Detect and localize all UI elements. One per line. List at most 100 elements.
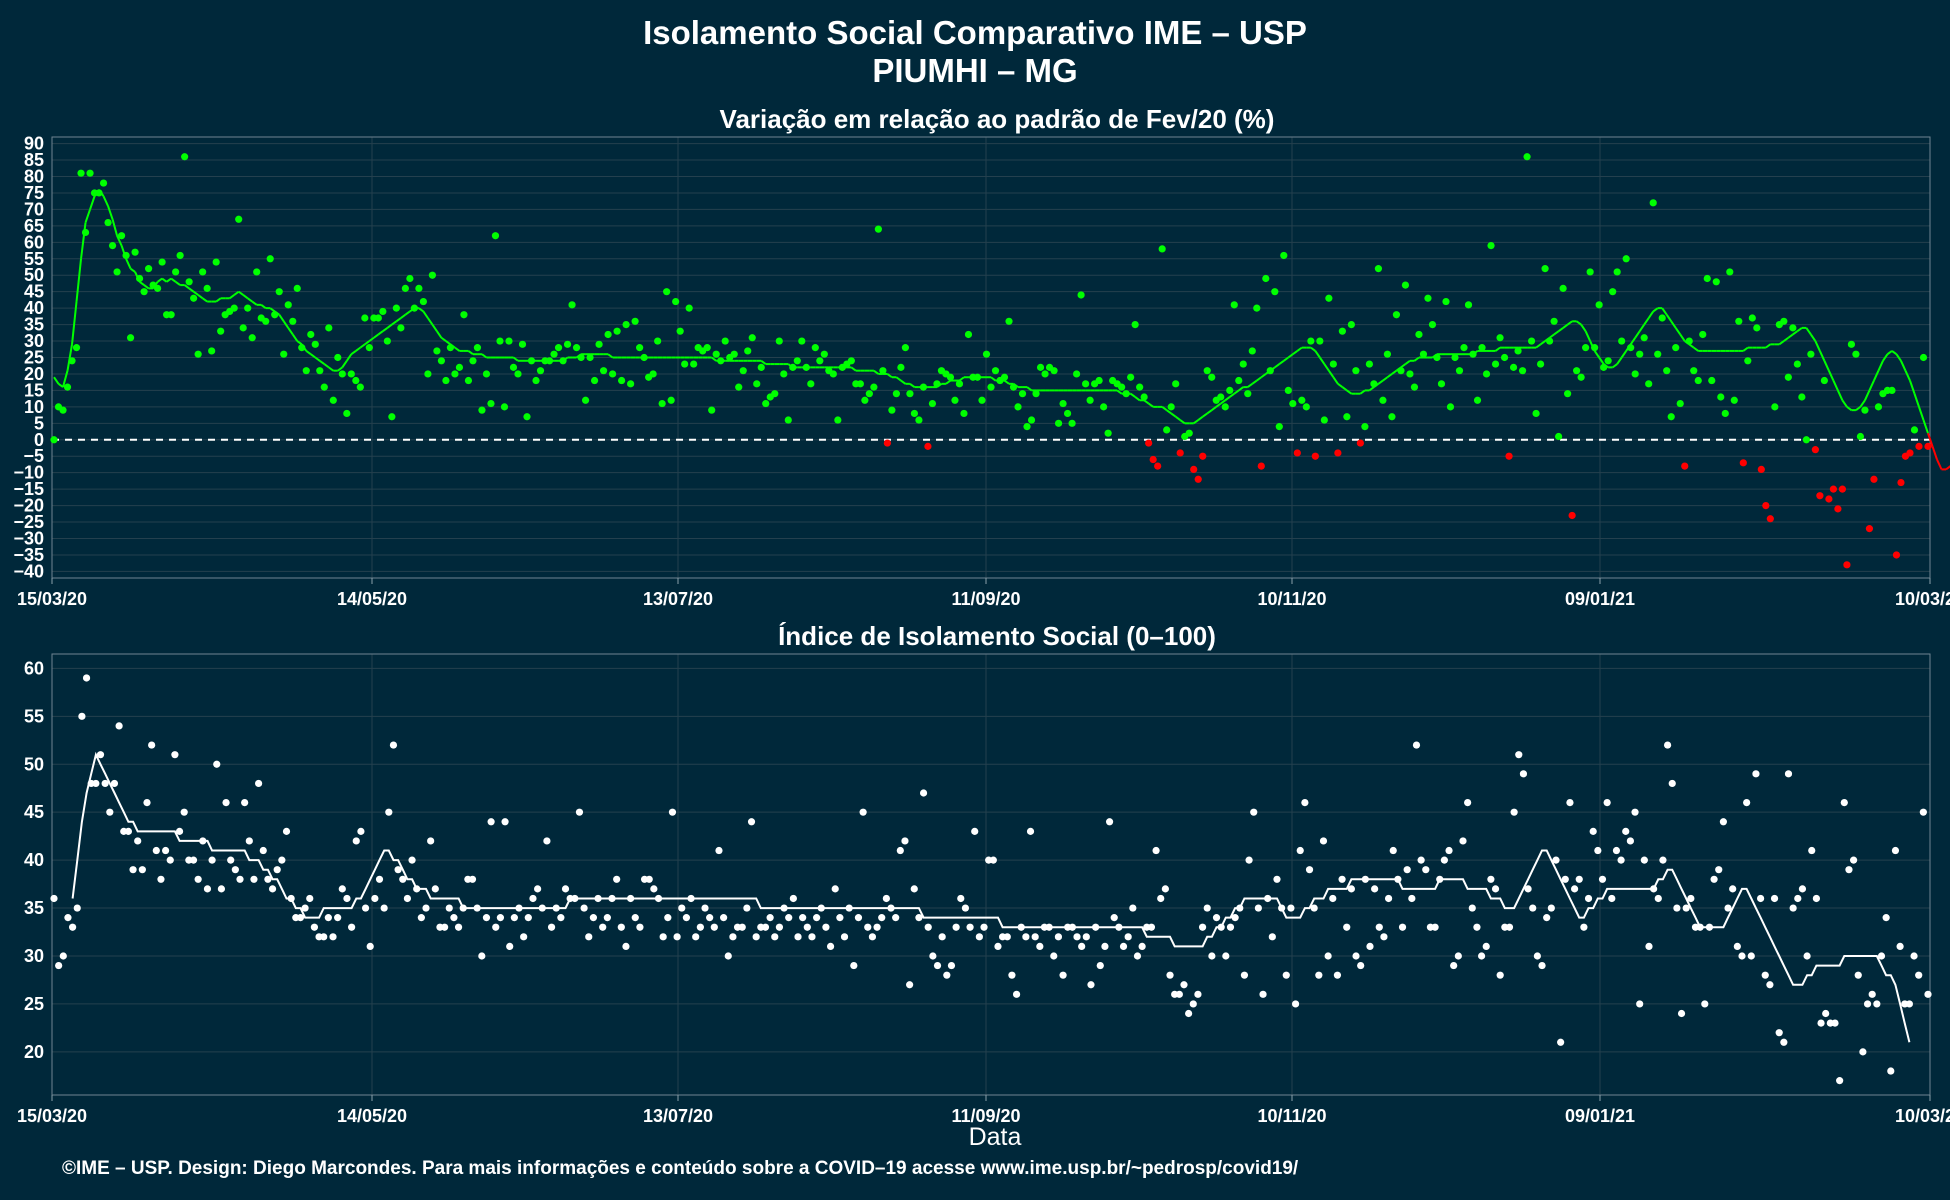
index-panel-title: Índice de Isolamento Social (0–100) xyxy=(778,621,1216,651)
data-point xyxy=(394,866,402,874)
data-point xyxy=(595,340,603,348)
moving-average-segment xyxy=(895,376,902,382)
moving-average-segment xyxy=(1377,379,1384,385)
moving-average-segment xyxy=(1215,402,1222,408)
data-point xyxy=(915,416,923,424)
data-point xyxy=(298,344,306,352)
data-point xyxy=(419,297,427,306)
data-point xyxy=(496,914,505,922)
data-point xyxy=(1482,942,1490,951)
y-tick-label: 20 xyxy=(24,364,44,384)
data-point xyxy=(175,827,184,835)
data-point xyxy=(1329,360,1337,368)
data-point xyxy=(529,894,537,903)
moving-average-segment xyxy=(53,376,60,385)
data-point xyxy=(357,827,365,835)
y-tick-label: 30 xyxy=(24,946,44,966)
data-point xyxy=(631,317,639,325)
data-point xyxy=(961,904,970,912)
moving-average-segment xyxy=(1256,376,1262,382)
data-point xyxy=(1271,288,1279,296)
moving-average-segment xyxy=(1238,386,1244,392)
data-point xyxy=(861,396,869,404)
data-point xyxy=(1231,914,1239,922)
data-point xyxy=(946,373,955,381)
data-point xyxy=(1310,904,1318,912)
data-point xyxy=(194,350,202,358)
data-point xyxy=(399,875,407,883)
moving-average-segment xyxy=(157,277,163,283)
moving-average-segment xyxy=(1827,370,1835,381)
data-point xyxy=(1608,894,1616,903)
data-point xyxy=(757,363,765,371)
data-point xyxy=(1626,837,1634,845)
data-point xyxy=(325,324,333,332)
data-point xyxy=(690,360,698,368)
data-point xyxy=(1419,350,1428,358)
data-point xyxy=(1538,961,1546,970)
data-point xyxy=(1161,885,1169,893)
data-point xyxy=(561,885,570,893)
data-point xyxy=(1257,462,1265,470)
data-point xyxy=(1712,278,1720,286)
data-point xyxy=(1078,942,1086,951)
moving-average-segment xyxy=(1368,386,1375,392)
data-point xyxy=(879,367,887,375)
moving-average-segment xyxy=(1148,402,1154,408)
data-point xyxy=(172,268,180,276)
data-point xyxy=(589,914,598,922)
data-point xyxy=(1843,561,1851,569)
data-point xyxy=(1694,376,1702,385)
data-point xyxy=(1491,360,1500,368)
moving-average-segment xyxy=(1535,343,1542,349)
data-point xyxy=(1347,885,1355,893)
data-point xyxy=(1175,990,1183,998)
data-point xyxy=(586,353,594,362)
data-point xyxy=(282,827,291,835)
data-point xyxy=(658,399,666,408)
data-point xyxy=(135,274,144,283)
moving-average-segment xyxy=(1400,363,1407,369)
data-point xyxy=(789,894,797,903)
y-tick-label: −30 xyxy=(13,529,44,549)
moving-average-segment xyxy=(1818,350,1826,362)
data-point xyxy=(108,242,117,250)
y-tick-label: 35 xyxy=(24,898,44,918)
data-point xyxy=(775,923,784,931)
data-point xyxy=(780,370,788,378)
moving-average-segment xyxy=(958,376,965,382)
data-point xyxy=(960,409,968,418)
data-point xyxy=(955,380,964,388)
moving-average-segment xyxy=(395,317,402,323)
moving-average-segment xyxy=(445,340,452,346)
y-tick-label: 60 xyxy=(24,232,44,252)
data-point xyxy=(375,875,384,883)
data-point xyxy=(703,344,711,352)
data-point xyxy=(316,367,324,375)
data-point xyxy=(901,344,910,352)
data-point xyxy=(1059,971,1067,979)
data-point xyxy=(122,251,130,260)
moving-average-segment xyxy=(1341,386,1348,392)
data-point xyxy=(73,904,81,912)
data-point xyxy=(189,856,198,864)
data-point xyxy=(307,330,315,339)
data-point xyxy=(1208,373,1216,381)
data-point xyxy=(1415,330,1423,339)
moving-average-segment xyxy=(886,373,893,379)
data-point xyxy=(1095,376,1103,385)
data-point xyxy=(622,942,630,951)
moving-average-segment xyxy=(1918,406,1925,421)
moving-average-segment xyxy=(1558,327,1564,332)
data-point xyxy=(1208,952,1216,960)
moving-average-segment xyxy=(66,344,74,371)
data-point xyxy=(1496,971,1504,979)
moving-average-segment xyxy=(1260,373,1267,379)
y-tick-label: 5 xyxy=(34,413,44,433)
moving-average-segment xyxy=(909,383,916,388)
data-point xyxy=(599,923,607,931)
data-point xyxy=(217,327,225,335)
data-point xyxy=(82,674,91,682)
moving-average-segment xyxy=(291,333,299,342)
